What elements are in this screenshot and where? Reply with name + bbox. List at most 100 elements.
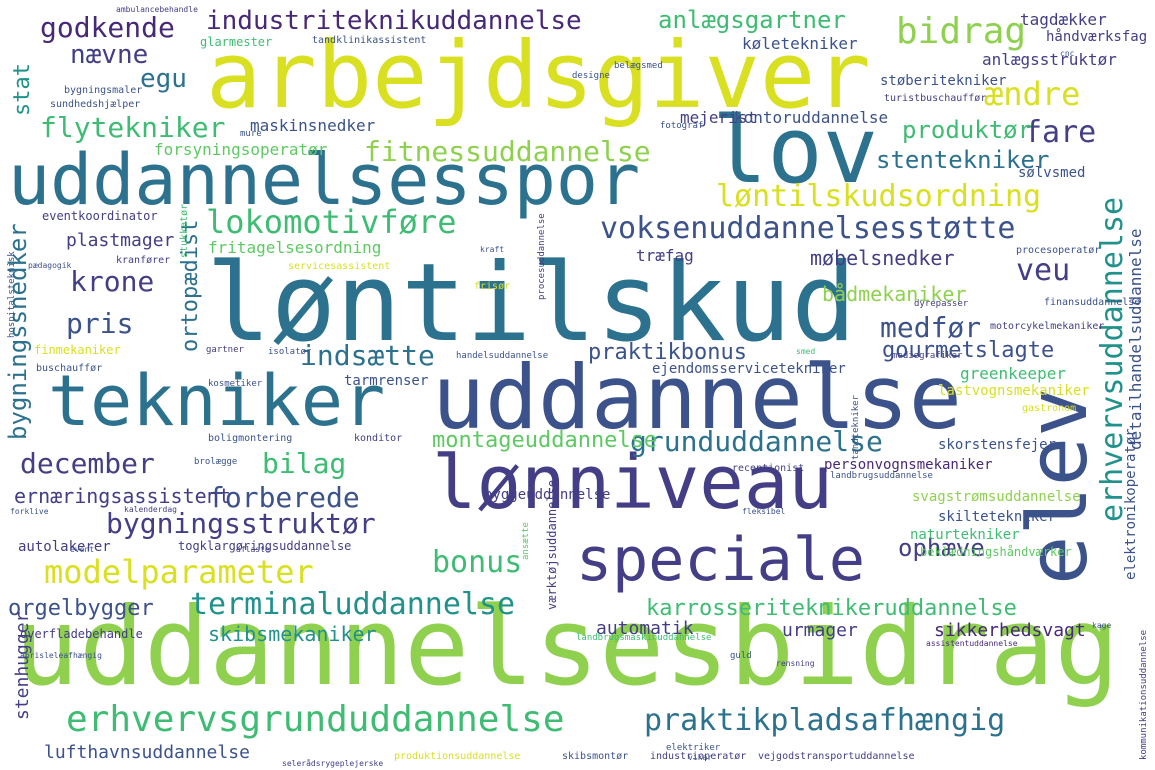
- word: maskinsnedker: [250, 116, 376, 135]
- word: vejgodstransportuddannelse: [758, 751, 915, 762]
- word: dyrepasser: [914, 299, 969, 309]
- word: servicesassistent: [288, 261, 391, 272]
- word: kraft: [480, 245, 505, 254]
- word: ejendomsservicetekniker: [652, 361, 846, 377]
- word: cnc: [1060, 49, 1075, 58]
- word: bonus: [432, 545, 523, 580]
- word: skiltetekniker: [938, 509, 1057, 525]
- word: procesoperatør: [1016, 245, 1101, 256]
- word: bygningsstruktør: [106, 507, 376, 540]
- word: nævne: [70, 40, 149, 70]
- word: detailhandelsuddannelse: [1126, 228, 1145, 450]
- word: hospitalsteknisk: [7, 251, 17, 338]
- word: bådmekaniker: [822, 282, 967, 306]
- word: egu: [140, 64, 187, 94]
- word: arbejdsgiver: [206, 22, 871, 129]
- word: bygningsmaler: [64, 85, 143, 96]
- word: ansætte: [521, 522, 531, 560]
- word: pris: [66, 307, 134, 340]
- word: tagdækker: [1020, 10, 1107, 29]
- word: smed: [796, 347, 816, 356]
- word: belægsmed: [614, 61, 663, 71]
- word: autolakerer: [18, 539, 111, 555]
- word: gartner: [206, 345, 244, 355]
- word: aflaste: [236, 545, 270, 554]
- word: grunduddannelse: [630, 425, 883, 458]
- word: naturtekniker: [910, 527, 1020, 543]
- word: pædagogik: [28, 261, 72, 270]
- word: gourmetslagte: [882, 338, 1055, 363]
- word: forklive: [10, 507, 49, 516]
- word: industrioperatør: [650, 751, 747, 762]
- word: fare: [1024, 115, 1097, 150]
- word: selerådsrygeplejerske: [282, 759, 384, 768]
- word: voksenuddannelsesstøtte: [600, 211, 1016, 246]
- word: fritagelsesordning: [208, 238, 382, 257]
- word: landbrugsmaskinuddannelse: [576, 633, 712, 643]
- word: fleksibel: [742, 507, 786, 516]
- word: svagstrømsuddannelse: [912, 489, 1081, 505]
- word: erhvervsgrunduddannelse: [66, 699, 565, 740]
- word: værktøjsuddannelse: [545, 479, 559, 610]
- word: køletekniker: [742, 34, 858, 53]
- word: plastmager: [66, 230, 175, 251]
- word: sundhedshjælper: [50, 99, 141, 110]
- word: tekniker: [48, 360, 386, 442]
- word: terminaluddannelse: [190, 587, 516, 622]
- word: elektronikoperatør: [1123, 428, 1139, 580]
- word: mure: [240, 129, 262, 139]
- word: personvognsmekaniker: [824, 457, 993, 473]
- word: praktikbonus: [588, 340, 747, 365]
- word: skorstensfejer: [938, 437, 1057, 453]
- word: motorcykelmekaniker: [990, 321, 1105, 332]
- word: isolatør: [268, 347, 312, 357]
- word: karrosseriteknikeruddannelse: [646, 596, 1017, 621]
- word: vikar: [688, 753, 713, 762]
- word: indsætte: [300, 339, 435, 372]
- word: medfør: [880, 311, 982, 344]
- word: tandtekniker: [851, 394, 861, 460]
- word: forsyningsoperatør: [154, 140, 328, 159]
- word: beklædningshåndværker: [920, 545, 1072, 559]
- word: ophæve: [898, 534, 985, 562]
- word: uddannelse: [432, 346, 962, 449]
- word: assistentuddannelse: [926, 639, 1018, 648]
- word: speciale: [576, 525, 865, 595]
- word: skibsmontør: [562, 751, 629, 762]
- word: montageuddannelse: [432, 428, 658, 453]
- word: abrisleleafhængig: [20, 651, 102, 660]
- word: tarmrenser: [344, 373, 429, 389]
- word: fitnessuddannelse: [364, 135, 651, 168]
- word: veu: [1016, 253, 1071, 288]
- word: receptionist: [732, 463, 805, 474]
- word: handelsuddannelse: [456, 351, 549, 361]
- word: kranfører: [116, 255, 171, 266]
- word: urmager: [782, 620, 858, 641]
- word: eventkoordinator: [42, 209, 158, 223]
- word: håndværksfag: [1046, 29, 1148, 45]
- word: kommunikationsuddannelse: [1139, 629, 1149, 760]
- word: procesuddannelse: [537, 213, 547, 300]
- word: lufthavnsuddannelse: [44, 742, 250, 763]
- word: anlægsgartner: [658, 6, 846, 34]
- word: turistbuschauffør: [884, 93, 987, 104]
- word: brolægge: [194, 457, 238, 467]
- word: glarmester: [200, 35, 273, 49]
- word: lastvognsmekaniker: [938, 383, 1090, 399]
- word: stentekniker: [876, 146, 1050, 174]
- word: modelparameter: [44, 553, 314, 591]
- word: produktør: [902, 116, 1033, 144]
- word: frisør: [474, 281, 511, 292]
- word: bilag: [262, 447, 347, 480]
- word: anlægsstruktør: [982, 50, 1117, 69]
- word: lov: [712, 97, 879, 204]
- word: forberede: [208, 481, 360, 514]
- word: landbrugsuddannelse: [830, 471, 933, 481]
- word: industriteknikuddannelse: [206, 6, 582, 36]
- word: uddannelsesspor: [8, 139, 641, 221]
- word: stat: [10, 63, 35, 116]
- word: produktionsuddannelse: [394, 751, 521, 762]
- word: sølvsmed: [1018, 165, 1086, 181]
- word: fotograf: [660, 121, 704, 131]
